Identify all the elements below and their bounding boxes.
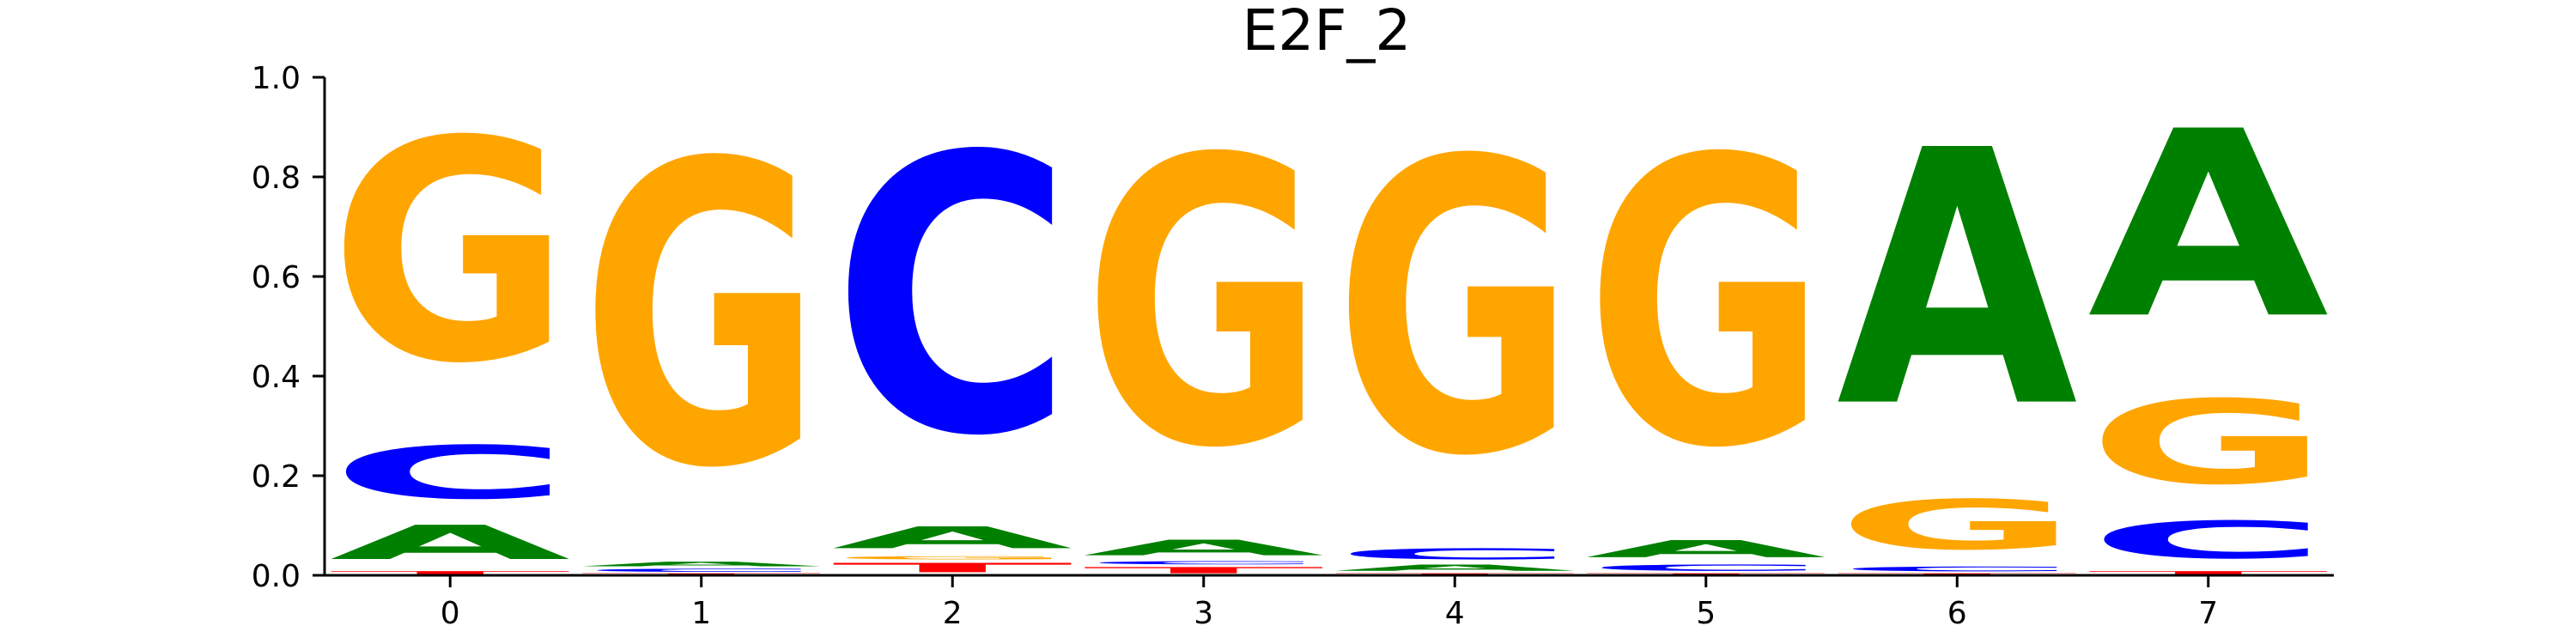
chart-title: E2F_2 xyxy=(1242,0,1412,64)
y-tick-label: 0.2 xyxy=(252,459,301,495)
logo-letter-a: A xyxy=(2087,77,2330,375)
x-tick-label: 0 xyxy=(440,596,460,631)
logo-letter-g: G xyxy=(580,76,822,559)
x-tick-label: 1 xyxy=(691,596,711,631)
logo-letter-c: C xyxy=(1083,561,1324,566)
logo-letter-c: C xyxy=(1585,562,1826,573)
x-tick-label: 2 xyxy=(943,596,963,631)
logo-letter-g: G xyxy=(1083,77,1324,535)
logo-letter-t: T xyxy=(2087,570,2330,575)
logo-letter-g: G xyxy=(832,556,1073,561)
y-tick-label: 0.0 xyxy=(252,559,301,594)
x-tick-label: 3 xyxy=(1194,596,1213,631)
logo-letter-t: T xyxy=(832,561,1075,575)
letter-stacks: TACGTCAGTGACTCAGTACGTCAGTCGATCGA xyxy=(330,76,2331,575)
x-tick-label: 4 xyxy=(1445,596,1465,631)
logo-letter-a: A xyxy=(330,515,573,570)
logo-letter-t: T xyxy=(330,570,573,575)
logo-letter-c: C xyxy=(1837,565,2078,573)
logo-letter-a: A xyxy=(832,520,1075,556)
x-tick-label: 6 xyxy=(1947,596,1967,631)
logo-letter-g: G xyxy=(330,77,571,431)
logo-letter-g: G xyxy=(1334,76,1576,544)
x-tick-label: 7 xyxy=(2198,596,2218,631)
logo-letter-c: C xyxy=(2087,510,2329,570)
axes: 0.0 0.2 0.4 0.6 0.8 1.0 0 1 2 3 4 5 6 7 xyxy=(252,61,2334,631)
logo-letter-a: A xyxy=(580,561,823,568)
y-tick-label: 1.0 xyxy=(252,61,301,96)
logo-letter-a: A xyxy=(1334,562,1577,573)
logo-letter-a: A xyxy=(1585,535,1828,562)
y-tick-label: 0.8 xyxy=(252,161,301,196)
logo-letter-g: G xyxy=(1837,485,2078,565)
logo-letter-t: T xyxy=(1083,565,1326,575)
logo-letter-c: C xyxy=(1334,545,1576,562)
y-tick-label: 0.6 xyxy=(252,260,301,295)
logo-letter-a: A xyxy=(1083,535,1326,560)
x-tick-label: 5 xyxy=(1696,596,1716,631)
logo-letter-g: G xyxy=(2087,376,2329,510)
logo-letter-a: A xyxy=(1837,77,2080,485)
logo-letter-c: C xyxy=(580,568,822,573)
logo-letter-c: C xyxy=(832,76,1073,519)
y-tick-label: 0.4 xyxy=(252,360,301,395)
logo-letter-c: C xyxy=(330,431,571,515)
logo-letter-g: G xyxy=(1585,77,1826,535)
